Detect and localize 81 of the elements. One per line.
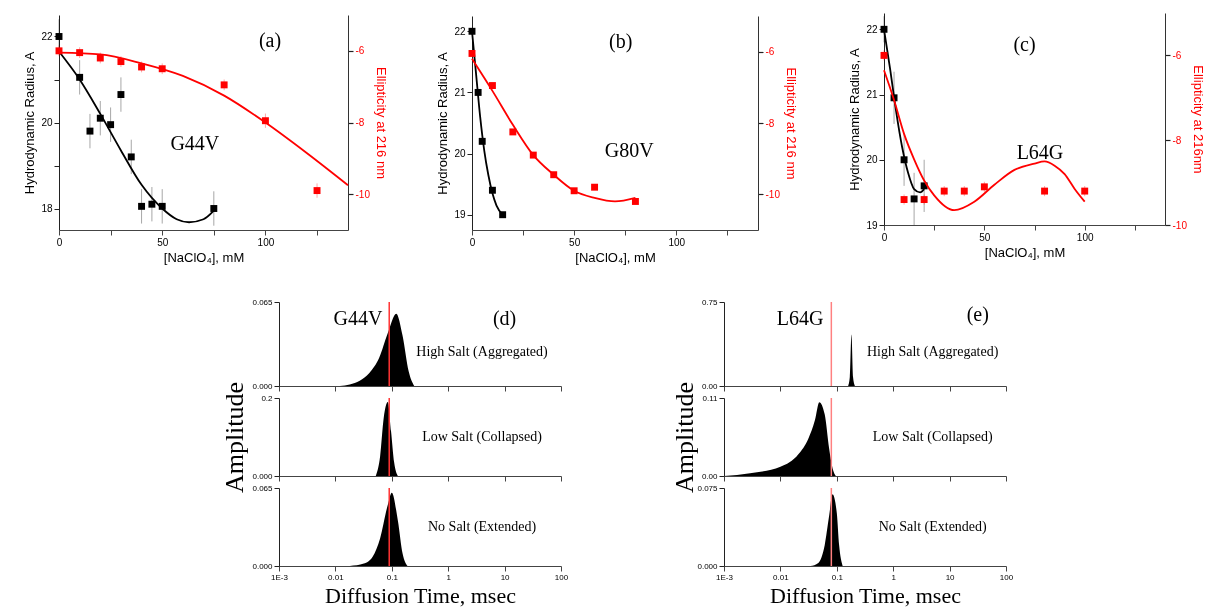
y-tick-label: 20 — [41, 117, 53, 128]
x-axis-title: [NaClO₄], mM — [575, 249, 656, 265]
x-tick-label: 100 — [554, 572, 569, 582]
x-axis-title: [NaClO₄], mM — [163, 249, 245, 265]
y2-tick-label: -6 — [1172, 49, 1182, 61]
x-tick-label: 100 — [999, 572, 1014, 582]
y-tick-label: 0.00 — [701, 471, 719, 481]
y2-tick-label: -8 — [1172, 134, 1182, 146]
x-tick-label: 0.01 — [328, 572, 345, 582]
x-tick-label: 50 — [569, 236, 581, 248]
y2-tick-label: -8 — [355, 117, 365, 128]
y-tick-label: 0.000 — [252, 471, 274, 481]
y-tick-label: 21 — [866, 89, 878, 101]
annotation: Low Salt (Collapsed) — [422, 429, 543, 445]
y-tick-label: 19 — [454, 209, 466, 221]
y-tick-label: 21 — [454, 86, 466, 98]
x-axis-title: Diffusion Time, msec — [770, 582, 962, 608]
y2-tick-label: -10 — [765, 188, 781, 200]
y-axis-title: Hydrodynamic Radius, A — [435, 52, 451, 195]
y-tick-label: 18 — [41, 203, 53, 214]
y2-tick-label: -6 — [765, 46, 775, 58]
y-axis-title: Hydrodynamic Radius, A — [22, 51, 38, 195]
x-tick-label: 100 — [257, 236, 275, 248]
x-tick-label: 10 — [945, 572, 956, 582]
y-tick-label: 20 — [454, 148, 466, 160]
y2-tick-label: -10 — [355, 188, 371, 200]
y2-tick-label: -8 — [765, 117, 775, 129]
x-tick-label: 0 — [56, 236, 63, 248]
y-tick-label: 22 — [41, 31, 53, 42]
annotation: G44V — [170, 132, 220, 154]
x-axis-title: [NaClO₄], mM — [984, 244, 1066, 260]
x-tick-label: 100 — [668, 236, 686, 248]
annotation: (b) — [609, 29, 633, 53]
annotation: L64G — [1016, 140, 1064, 163]
y-tick-label: 0.000 — [252, 561, 274, 571]
annotation: (a) — [258, 28, 282, 52]
annotation: (d) — [492, 306, 517, 330]
y-tick-label: 0.2 — [261, 393, 274, 403]
y-tick-label: 22 — [866, 23, 878, 35]
annotation: No Salt (Extended) — [427, 519, 537, 535]
y2-axis-title: Ellipticity at 216 nm — [783, 67, 799, 180]
y2-axis-title: Ellipticity at 216nm — [1190, 65, 1206, 174]
x-tick-label: 0 — [469, 236, 476, 248]
annotation: G80V — [604, 138, 655, 161]
annotation: No Salt (Extended) — [878, 519, 988, 535]
y-tick-label: 0.065 — [252, 297, 274, 307]
y-tick-label: 0.00 — [701, 381, 719, 391]
annotation: (e) — [966, 302, 989, 326]
y-axis-title: Hydrodynamic Radius, A — [847, 48, 863, 191]
x-tick-label: 1E-3 — [716, 572, 734, 582]
y-tick-label: 0.11 — [702, 393, 719, 403]
y2-tick-label: -6 — [355, 45, 365, 57]
y-tick-label: 0.000 — [252, 381, 274, 391]
y-tick-label: 19 — [866, 219, 878, 231]
x-tick-label: 10 — [500, 572, 511, 582]
annotation: High Salt (Aggregated) — [416, 344, 549, 361]
y-tick-label: 0.75 — [701, 297, 719, 307]
annotation: (c) — [1013, 32, 1036, 56]
y-tick-label: 0.065 — [252, 483, 274, 493]
x-tick-label: 0.1 — [831, 572, 844, 582]
x-tick-label: 50 — [979, 231, 991, 243]
x-tick-label: 1E-3 — [271, 572, 289, 582]
annotation: G44V — [333, 306, 383, 329]
x-tick-label: 0.1 — [386, 572, 399, 582]
x-axis-title: Diffusion Time, msec — [325, 582, 517, 608]
y-tick-label: 0.000 — [697, 561, 719, 571]
x-tick-label: 0 — [881, 231, 888, 243]
y2-axis-title: Ellipticity at 216 nm — [373, 67, 389, 179]
y-axis-title: Amplitude — [220, 381, 250, 494]
annotation: Low Salt (Collapsed) — [872, 429, 993, 445]
y-tick-label: 0.075 — [697, 483, 719, 493]
x-tick-label: 100 — [1076, 231, 1094, 243]
x-tick-label: 0.01 — [773, 572, 790, 582]
x-tick-label: 1 — [446, 572, 452, 582]
y-tick-label: 22 — [454, 25, 466, 37]
annotation: L64G — [776, 306, 824, 329]
x-tick-label: 50 — [157, 236, 169, 248]
x-tick-label: 1 — [891, 572, 897, 582]
y-tick-label: 20 — [866, 154, 878, 166]
y2-tick-label: -10 — [1172, 219, 1188, 231]
annotation: High Salt (Aggregated) — [866, 344, 999, 361]
